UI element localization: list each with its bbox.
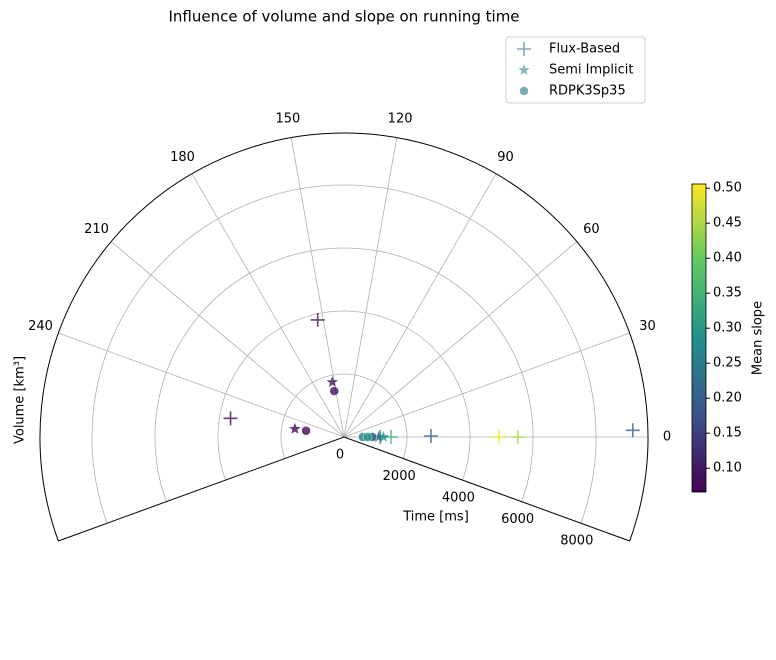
grid-ring: [91, 184, 597, 524]
grid-spoke: [110, 241, 345, 438]
r-tick-label: 6000: [501, 512, 534, 527]
colorbar-tick-label: 0.15: [713, 426, 742, 441]
colorbar-tick-label: 0.35: [713, 286, 742, 301]
colorbar-label: Mean slope: [751, 301, 766, 375]
colorbar-tick-label: 0.30: [713, 321, 742, 336]
grid-spoke: [343, 173, 497, 438]
star-marker: [372, 431, 385, 442]
theta-tick-label: 240: [28, 319, 53, 334]
theta-axis-label: Volume [km³]: [13, 356, 28, 444]
plus-marker: [310, 312, 325, 327]
plus-marker: [517, 42, 531, 56]
theta-tick-label: 150: [275, 111, 300, 126]
colorbar-tick-label: 0.25: [713, 356, 742, 371]
legend-label: Flux-Based: [549, 42, 620, 57]
r-tick-label: 0: [336, 448, 344, 463]
grid-ring: [154, 247, 534, 502]
theta-tick-label: 30: [639, 319, 656, 334]
theta-tick-label: 120: [388, 111, 413, 126]
circle-marker: [362, 432, 373, 442]
plus-marker: [510, 430, 525, 444]
polar-frame: [39, 132, 649, 542]
colorbar-tick-label: 0.20: [713, 391, 742, 406]
legend-label: Semi Implicit: [549, 63, 634, 78]
colorbar-tick-label: 0.45: [713, 216, 742, 231]
grid-ring: [217, 310, 471, 481]
theta-tick-label: 90: [497, 150, 514, 165]
theta-tick-label: 0: [663, 430, 671, 445]
plus-marker: [491, 430, 506, 444]
circle-marker: [329, 386, 339, 396]
r-axis-label: Time [ms]: [402, 510, 469, 525]
legend: [505, 36, 646, 104]
grid-spoke: [343, 137, 398, 438]
colorbar-tick-label: 0.50: [713, 181, 742, 196]
theta-tick-label: 60: [583, 222, 600, 237]
circle-marker: [519, 86, 529, 96]
plus-marker: [625, 423, 640, 438]
star-marker: [326, 376, 339, 388]
grid-spoke: [343, 332, 630, 438]
r-tick-label: 2000: [383, 469, 416, 484]
colorbar-tick-label: 0.10: [713, 461, 742, 476]
theta-tick-label: 210: [84, 222, 109, 237]
grid-ring: [280, 373, 408, 459]
colorbar-tick-label: 0.40: [713, 251, 742, 266]
theta-tick-label: 180: [170, 150, 195, 165]
legend-label: RDPK3Sp35: [549, 84, 626, 99]
grid-spoke: [343, 241, 578, 438]
star-marker: [377, 431, 390, 442]
star-marker: [289, 422, 301, 434]
circle-marker: [301, 426, 311, 436]
grid-spoke: [191, 173, 345, 438]
r-tick-label: 8000: [560, 534, 593, 549]
r-tick-label: 4000: [442, 491, 475, 506]
chart-title: Influence of volume and slope on running…: [168, 8, 519, 26]
colorbar: [691, 183, 707, 493]
plus-marker: [223, 411, 238, 426]
grid-spoke: [58, 332, 345, 438]
plus-marker: [423, 428, 438, 443]
star-marker: [518, 64, 530, 75]
